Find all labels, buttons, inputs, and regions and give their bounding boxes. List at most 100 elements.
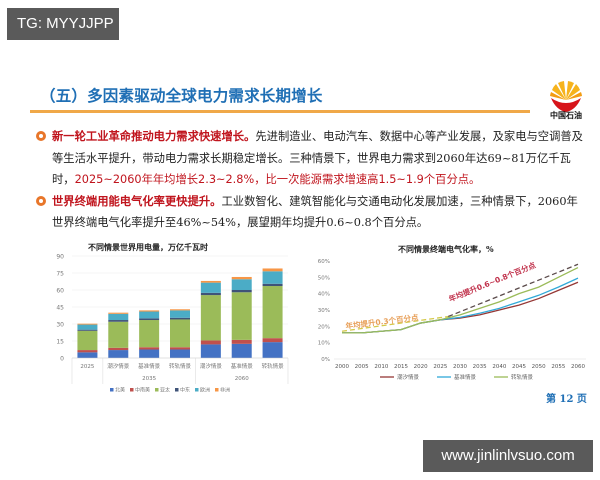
x-category-label: 基准情景: [231, 362, 254, 370]
bullet-heading: 世界终端用能电气化率更快提升。: [52, 194, 222, 208]
page-title: （五）多因素驱动全球电力需求长期增长: [40, 87, 323, 105]
y-tick-label: 75: [56, 271, 64, 278]
bar-segment: [139, 349, 160, 358]
bar-segment: [231, 279, 252, 290]
y-tick-label: 90: [56, 254, 64, 261]
legend-label: 非洲: [220, 387, 230, 394]
y-tick-label: 40%: [318, 292, 330, 298]
legend-label: 转轨情景: [511, 373, 534, 381]
bar-segment: [200, 344, 221, 358]
bar-segment: [262, 268, 283, 272]
legend-label: 北美: [115, 387, 125, 394]
x-group-label: 2035: [142, 376, 156, 382]
logo-text: 中国石油: [550, 111, 582, 120]
x-tick-label: 2060: [571, 364, 585, 370]
bar-segment: [231, 339, 252, 344]
bar-segment: [77, 329, 98, 331]
bar-segment: [170, 317, 190, 320]
title-divider: [30, 110, 530, 113]
legend-label: 中东: [180, 387, 190, 394]
y-tick-label: 30: [56, 322, 64, 329]
legend-label: 潮汐情景: [397, 373, 420, 381]
bar-segment: [108, 350, 129, 358]
y-tick-label: 0: [60, 356, 64, 363]
bullet-icon: [36, 131, 46, 141]
bar-segment: [262, 283, 283, 287]
x-tick-label: 2000: [335, 364, 349, 370]
bullet-item-electrification: 世界终端用能电气化率更快提升。工业数智化、建筑智能化与交通电动化发展加速，三种情…: [36, 191, 588, 234]
legend-swatch: [155, 388, 159, 392]
y-tick-label: 10%: [318, 341, 330, 347]
watermark-top-left: TG: MYYJJPP: [7, 8, 119, 40]
x-group-label: 2060: [235, 376, 249, 382]
line-chart: 0% 10% 20% 30% 40% 50% 60% 2000 2005 2010 2015 2020…: [318, 259, 586, 381]
annotation-label: 年均提升0.6~0.8个百分点: [447, 259, 537, 303]
bullet-list: 新一轮工业革命推动电力需求快速增长。先进制造业、电动汽车、数据中心等产业发展，及…: [36, 126, 588, 234]
bar-segment: [108, 347, 129, 351]
y-tick-label: 50%: [318, 275, 330, 281]
x-category-label: 潮汐情景: [107, 362, 130, 370]
bar-segment: [77, 352, 98, 358]
bar-segment: [200, 295, 221, 341]
x-tick-label: 2035: [473, 364, 487, 370]
y-tick-label: 20%: [318, 324, 330, 330]
bar-segment: [108, 320, 129, 322]
bar-segment: [108, 312, 129, 314]
x-tick-label: 2005: [355, 364, 369, 370]
series-line: [342, 266, 579, 334]
y-tick-label: 45: [56, 305, 64, 312]
bar-segment: [262, 286, 283, 339]
legend-label: 亚太: [160, 387, 170, 394]
bar-segment: [77, 350, 98, 353]
trend-line: [447, 263, 579, 318]
x-tick-label: 2020: [414, 364, 428, 370]
x-category-label: 转轨情景: [262, 362, 285, 370]
y-tick-label: 0%: [321, 357, 330, 363]
bar-segment: [231, 292, 252, 340]
x-category-label: 转轨情景: [169, 362, 192, 370]
x-tick-label: 2050: [532, 364, 546, 370]
x-category-label: 潮汐情景: [200, 362, 223, 370]
legend-label: 中南美: [135, 387, 150, 394]
bar-segment: [170, 347, 190, 350]
legend-swatch: [110, 388, 114, 392]
bar-segment: [77, 323, 98, 325]
y-tick-label: 60: [56, 288, 64, 295]
legend-swatch: [195, 388, 199, 392]
x-tick-label: 2010: [374, 364, 388, 370]
bullet-highlight: 2025~2060年年均增长2.3~2.8%，比一次能源需求增速高1.5~1.9…: [74, 173, 481, 186]
bar-chart-title: 不同情景世界用电量，万亿千瓦时: [88, 242, 208, 252]
bar-segment: [231, 343, 252, 358]
bar-segment: [200, 282, 221, 293]
legend-swatch: [175, 388, 179, 392]
x-tick-label: 2055: [551, 364, 565, 370]
legend-swatch: [215, 388, 219, 392]
bar-segment: [231, 276, 252, 280]
x-tick-label: 2030: [453, 364, 467, 370]
x-tick-label: 2040: [492, 364, 506, 370]
legend-label: 欧洲: [200, 387, 210, 394]
line-chart-title: 不同情景终端电气化率，%: [398, 244, 494, 254]
bar-segment: [262, 338, 283, 343]
y-tick-label: 15: [56, 339, 64, 346]
page-number: 第 12 页: [546, 394, 587, 405]
bar-segment: [170, 310, 190, 318]
bar-segment: [170, 319, 190, 348]
x-category-label: 2025: [80, 364, 94, 370]
bar-segment: [200, 280, 221, 283]
bar-segment: [108, 321, 129, 348]
bar-segment: [170, 309, 190, 311]
bar-segment: [139, 310, 160, 312]
bar-segment: [170, 349, 190, 358]
watermark-url: www.jinlinlvsuo.com: [423, 440, 593, 472]
bar-segment: [200, 340, 221, 345]
petrochina-logo-icon: [550, 81, 582, 112]
trend-line: [341, 315, 449, 332]
bar-segment: [231, 290, 252, 293]
x-tick-label: 2025: [433, 364, 447, 370]
y-tick-label: 30%: [318, 308, 330, 314]
bar-segment: [139, 318, 160, 321]
y-tick-label: 60%: [318, 259, 330, 265]
bar-segment: [139, 347, 160, 350]
